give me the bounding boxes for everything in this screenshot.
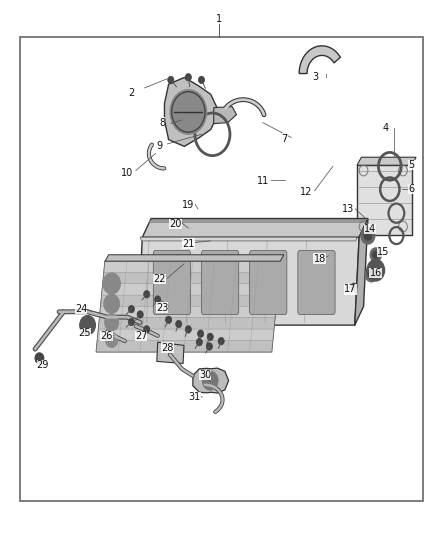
Polygon shape (140, 237, 357, 241)
Polygon shape (105, 255, 284, 261)
Bar (20, 37, 423, 501)
Polygon shape (357, 165, 412, 235)
Text: 6: 6 (409, 184, 415, 194)
Circle shape (202, 371, 218, 390)
Text: 18: 18 (314, 254, 326, 263)
Polygon shape (357, 157, 416, 165)
Circle shape (35, 353, 44, 364)
Text: 21: 21 (182, 239, 194, 248)
Text: 12: 12 (300, 187, 313, 197)
Circle shape (106, 333, 118, 348)
Polygon shape (299, 46, 340, 74)
Circle shape (364, 231, 372, 240)
Text: 5: 5 (409, 160, 415, 170)
Circle shape (206, 343, 212, 350)
Circle shape (137, 311, 143, 318)
Text: 28: 28 (162, 343, 174, 352)
Polygon shape (149, 220, 366, 222)
Circle shape (218, 337, 224, 345)
Circle shape (104, 294, 120, 313)
Text: 14: 14 (364, 224, 376, 234)
Circle shape (370, 248, 381, 262)
Circle shape (103, 273, 120, 294)
Polygon shape (214, 107, 237, 124)
Circle shape (361, 227, 375, 244)
Text: 23: 23 (156, 303, 168, 312)
Text: 3: 3 (312, 72, 318, 82)
Circle shape (351, 283, 357, 290)
Text: 16: 16 (370, 268, 382, 278)
Circle shape (185, 326, 191, 333)
Circle shape (128, 318, 134, 326)
Circle shape (105, 314, 119, 331)
Polygon shape (355, 219, 368, 325)
Polygon shape (138, 237, 359, 325)
Circle shape (365, 267, 378, 282)
Text: 26: 26 (100, 331, 113, 341)
Circle shape (168, 76, 174, 84)
Circle shape (198, 330, 204, 337)
Circle shape (144, 290, 150, 298)
FancyBboxPatch shape (201, 251, 239, 314)
Polygon shape (102, 284, 278, 295)
Text: 9: 9 (157, 141, 163, 151)
Circle shape (198, 76, 205, 84)
Polygon shape (99, 318, 275, 329)
FancyBboxPatch shape (250, 251, 287, 314)
FancyBboxPatch shape (298, 251, 335, 314)
Circle shape (176, 320, 182, 328)
Text: 22: 22 (154, 274, 166, 284)
FancyBboxPatch shape (153, 251, 191, 314)
Polygon shape (96, 261, 280, 352)
Text: 27: 27 (135, 331, 147, 341)
Polygon shape (142, 219, 368, 237)
Polygon shape (99, 306, 276, 318)
Text: 11: 11 (257, 176, 269, 186)
Circle shape (196, 338, 202, 346)
Circle shape (368, 270, 375, 279)
Text: 17: 17 (344, 285, 357, 294)
Circle shape (128, 305, 134, 313)
Circle shape (185, 74, 191, 81)
Text: 30: 30 (199, 370, 211, 380)
Circle shape (367, 260, 385, 281)
Polygon shape (165, 77, 219, 147)
Circle shape (207, 333, 213, 341)
Polygon shape (104, 261, 280, 272)
Text: 29: 29 (37, 360, 49, 370)
Text: 31: 31 (189, 392, 201, 402)
Text: 13: 13 (342, 205, 354, 214)
Text: 10: 10 (121, 168, 133, 177)
Text: 2: 2 (128, 88, 134, 98)
Polygon shape (103, 272, 279, 284)
Text: 7: 7 (282, 134, 288, 143)
Polygon shape (157, 342, 184, 364)
Circle shape (373, 251, 379, 259)
Text: 19: 19 (182, 200, 194, 210)
Text: 15: 15 (377, 247, 389, 257)
Circle shape (166, 316, 172, 324)
Polygon shape (96, 341, 272, 352)
Polygon shape (97, 329, 274, 341)
Circle shape (80, 316, 95, 335)
Polygon shape (193, 368, 229, 393)
Text: 4: 4 (382, 123, 389, 133)
Text: 1: 1 (216, 14, 222, 23)
Text: 24: 24 (75, 304, 87, 314)
Text: 20: 20 (169, 219, 181, 229)
Text: 25: 25 (78, 328, 90, 338)
Text: 8: 8 (159, 118, 165, 127)
Circle shape (144, 326, 150, 333)
Polygon shape (101, 295, 277, 306)
Circle shape (155, 296, 161, 303)
Circle shape (170, 90, 207, 134)
